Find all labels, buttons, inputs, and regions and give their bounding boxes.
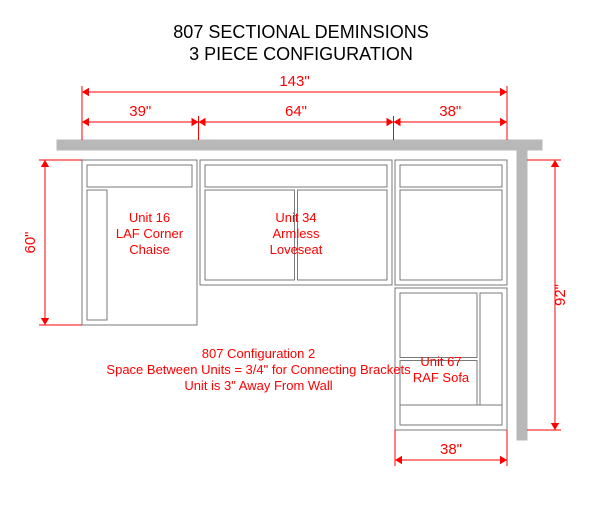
config-note: 807 Configuration 2 [202,346,315,361]
dim-label: 64" [285,103,307,120]
unit67-label: Unit 67 [420,354,461,369]
unit16-label: Chaise [129,242,169,257]
dim-label: 39" [129,103,151,120]
unit67-label: RAF Sofa [413,370,470,385]
unit34-label: Armless [273,226,320,241]
title-line2: 3 PIECE CONFIGURATION [189,44,413,64]
unit16-label: Unit 16 [129,210,170,225]
config-note: Space Between Units = 3/4" for Connectin… [106,362,411,377]
dim-label: 60" [22,231,39,253]
unit16-label: LAF Corner [116,226,184,241]
config-note: Unit is 3" Away From Wall [184,378,332,393]
dim-label: 92" [552,284,569,306]
dim-label: 38" [440,441,462,458]
unit34-label: Unit 34 [275,210,316,225]
dim-label: 38" [439,103,461,120]
title-line1: 807 SECTIONAL DEMINSIONS [173,22,428,42]
unit34-label: Loveseat [270,242,323,257]
dim-label: 143" [279,73,309,90]
